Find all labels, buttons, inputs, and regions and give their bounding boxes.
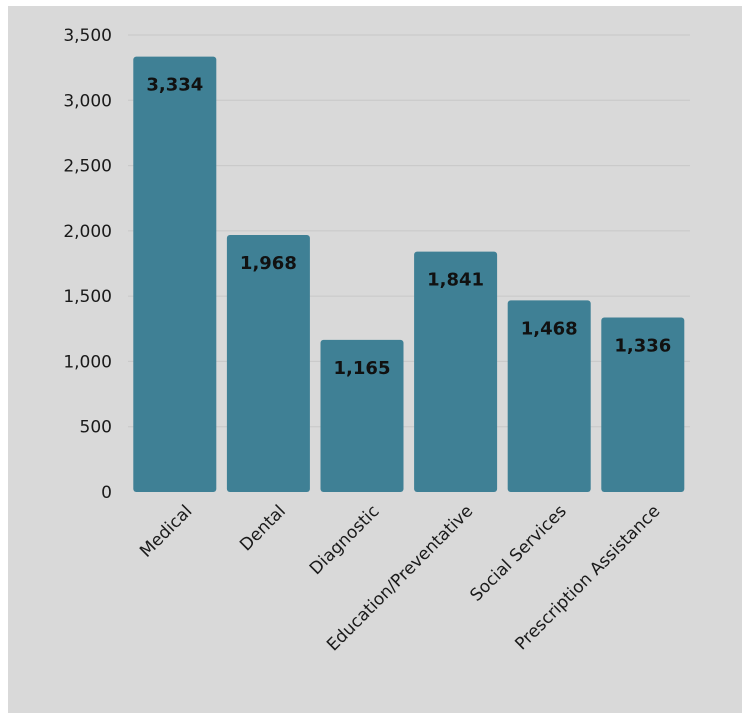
y-tick-label: 2,000 xyxy=(63,222,112,242)
data-label: 1,336 xyxy=(614,336,671,357)
bar-social-services xyxy=(507,300,591,492)
data-label: 1,165 xyxy=(334,358,391,379)
bar-dental xyxy=(226,235,310,492)
y-tick-label: 1,500 xyxy=(63,287,112,307)
y-tick-label: 3,000 xyxy=(63,91,112,111)
gridlines xyxy=(128,34,690,428)
y-tick-label: 2,500 xyxy=(63,157,112,177)
data-labels: 3,334 1,968 1,165 1,841 1,468 1,336 xyxy=(146,75,671,379)
y-axis-ticks: 0 500 1,000 1,500 2,000 2,500 3,000 3,500 xyxy=(63,26,112,503)
bars xyxy=(133,56,685,492)
y-tick-label: 500 xyxy=(80,418,112,438)
bar-medical xyxy=(133,56,217,492)
bar-diagnostic xyxy=(320,339,404,492)
data-label: 3,334 xyxy=(146,75,203,96)
x-axis-category-labels: Medical Dental DiagnosticEducation/Prevent… xyxy=(136,501,664,655)
data-label: 1,841 xyxy=(427,270,484,291)
y-tick-label: 1,000 xyxy=(63,352,112,372)
data-label: 1,968 xyxy=(240,253,297,274)
bar-prescription-assistance xyxy=(601,317,685,492)
bar-education-preventative xyxy=(414,251,498,492)
x-tick-label: Diagnostic xyxy=(306,501,384,579)
x-tick-label: Social Services xyxy=(466,501,570,605)
x-tick-label: Dental xyxy=(236,501,290,555)
y-tick-label: 3,500 xyxy=(63,26,112,46)
y-tick-label: 0 xyxy=(101,483,112,503)
x-tick-label: Medical xyxy=(136,501,196,561)
data-label: 1,468 xyxy=(521,318,578,339)
